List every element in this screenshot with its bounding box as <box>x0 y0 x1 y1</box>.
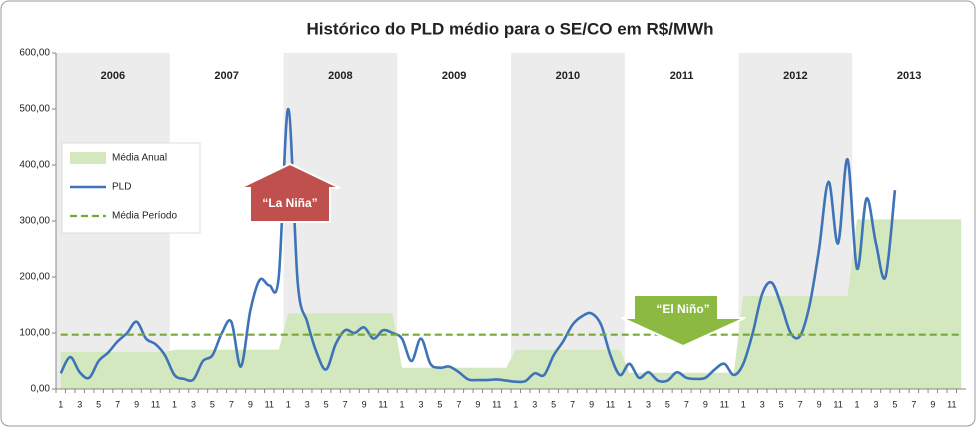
x-tick-label: 9 <box>589 399 594 409</box>
x-tick-label: 9 <box>930 399 935 409</box>
year-label: 2013 <box>897 70 921 82</box>
x-tick-label: 3 <box>760 399 765 409</box>
x-tick-label: 7 <box>456 399 461 409</box>
line <box>59 107 897 384</box>
legend-label: Média Anual <box>112 153 167 164</box>
y-tick-label: 0,00 <box>31 384 51 395</box>
legend-label: PLD <box>112 182 131 193</box>
annotation-arrow <box>621 294 746 348</box>
x-tick-label: 1 <box>627 399 632 409</box>
x-tick-label: 11 <box>606 399 615 409</box>
x-tick-label: 11 <box>151 399 160 409</box>
year-label: 2006 <box>101 70 125 82</box>
x-tick-label: 7 <box>684 399 689 409</box>
x-tick-label: 1 <box>172 399 177 409</box>
x-tick-label: 11 <box>720 399 729 409</box>
x-tick-label: 1 <box>741 399 746 409</box>
annotation-arrow <box>239 162 341 223</box>
year-label: 2012 <box>783 70 807 82</box>
area <box>60 219 962 389</box>
x-tick-label: 3 <box>646 399 651 409</box>
annotation: “El Niño” <box>656 302 709 316</box>
legend-swatch <box>70 152 106 164</box>
year-band <box>511 53 625 389</box>
x-tick-label: 1 <box>854 399 859 409</box>
y-tick-label: 400,00 <box>19 160 50 171</box>
annotation: “La Niña” <box>262 196 317 210</box>
x-tick-label: 3 <box>305 399 310 409</box>
x-tick-label: 9 <box>817 399 822 409</box>
year-label: 2008 <box>328 70 352 82</box>
x-tick-label: 9 <box>703 399 708 409</box>
x-tick-label: 1 <box>286 399 291 409</box>
x-tick-label: 7 <box>911 399 916 409</box>
x-tick-label: 7 <box>570 399 575 409</box>
x-tick-label: 7 <box>343 399 348 409</box>
x-tick-label: 3 <box>418 399 423 409</box>
y-tick-label: 200,00 <box>19 272 50 283</box>
chart-title: Histórico do PLD médio para o SE/CO em R… <box>306 19 713 38</box>
year-label: 2010 <box>556 70 580 82</box>
x-tick-label: 5 <box>551 399 556 409</box>
x-tick-label: 3 <box>77 399 82 409</box>
x-tick-label: 1 <box>58 399 63 409</box>
y-tick-label: 300,00 <box>19 216 50 227</box>
y-tick-label: 600,00 <box>19 48 50 59</box>
x-tick-label: 5 <box>892 399 897 409</box>
x-tick-label: 7 <box>798 399 803 409</box>
y-tick-label: 500,00 <box>19 104 50 115</box>
x-tick-label: 9 <box>475 399 480 409</box>
x-tick-label: 11 <box>492 399 501 409</box>
x-tick-label: 5 <box>437 399 442 409</box>
x-tick-label: 9 <box>362 399 367 409</box>
year-label: 2009 <box>442 70 466 82</box>
x-tick-label: 1 <box>399 399 404 409</box>
x-tick-label: 11 <box>833 399 842 409</box>
x-tick-label: 5 <box>779 399 784 409</box>
x-tick-label: 11 <box>947 399 956 409</box>
x-tick-label: 5 <box>665 399 670 409</box>
legend-label: Média Período <box>112 211 177 222</box>
x-tick-label: 3 <box>873 399 878 409</box>
x-tick-label: 1 <box>513 399 518 409</box>
x-tick-label: 11 <box>378 399 387 409</box>
x-tick-label: 11 <box>265 399 274 409</box>
x-tick-label: 7 <box>115 399 120 409</box>
year-label: 2011 <box>670 70 694 82</box>
x-tick-label: 5 <box>96 399 101 409</box>
year-label: 2007 <box>214 70 238 82</box>
x-tick-label: 9 <box>134 399 139 409</box>
y-tick-label: 100,00 <box>19 328 50 339</box>
x-tick-label: 5 <box>324 399 329 409</box>
x-tick-label: 3 <box>532 399 537 409</box>
x-tick-label: 7 <box>229 399 234 409</box>
x-tick-label: 3 <box>191 399 196 409</box>
x-tick-label: 9 <box>248 399 253 409</box>
x-tick-label: 5 <box>210 399 215 409</box>
